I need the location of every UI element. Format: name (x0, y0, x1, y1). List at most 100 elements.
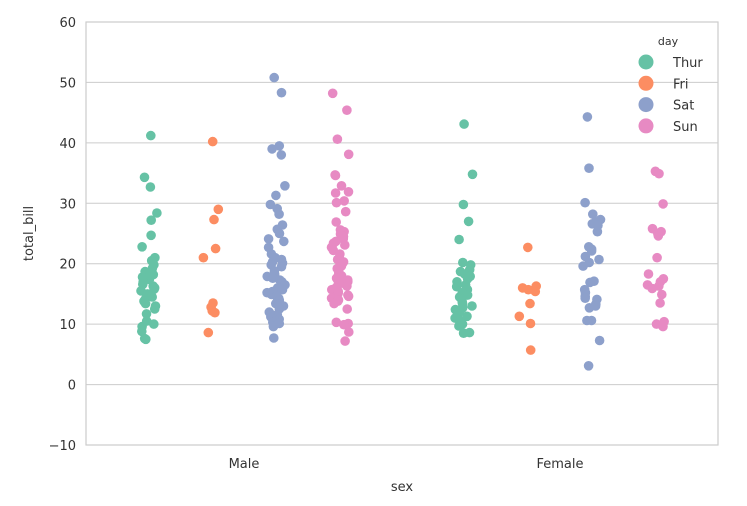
y-tick-label: 60 (59, 16, 76, 31)
point-sun (653, 231, 664, 241)
point-sat (582, 112, 593, 122)
point-sun (643, 269, 654, 279)
point-sun (340, 336, 350, 346)
point-thur (149, 319, 159, 329)
point-sun (343, 291, 354, 302)
y-tick-label: 20 (59, 258, 76, 273)
point-fri (207, 136, 218, 147)
point-fri (525, 318, 536, 329)
y-tick-label: 30 (59, 197, 76, 212)
legend-marker-sun (638, 118, 654, 134)
point-sun (332, 134, 343, 144)
point-sat (279, 236, 289, 247)
point-sat (267, 144, 277, 154)
point-fri (210, 243, 221, 254)
point-thur (152, 208, 162, 218)
point-sun (340, 240, 350, 250)
y-tick-label: 40 (59, 137, 76, 152)
point-fri (514, 311, 525, 322)
point-sat (585, 277, 595, 288)
y-axis-label: total_bill (22, 206, 37, 261)
point-sun (331, 217, 342, 227)
legend-label-sun: Sun (673, 120, 698, 135)
point-sun (654, 168, 664, 179)
point-sun (336, 181, 347, 191)
point-thur (137, 242, 147, 252)
y-gridlines (86, 21, 718, 446)
point-fri (525, 298, 535, 309)
point-fri (203, 327, 214, 338)
legend-marker-fri (638, 75, 654, 91)
point-sat (277, 284, 288, 295)
point-sun (342, 281, 352, 291)
y-tick-label: 50 (59, 76, 76, 91)
legend-label-thur: Thur (672, 56, 703, 71)
point-sat (269, 333, 279, 343)
point-thur (454, 234, 464, 245)
point-sat (580, 293, 590, 304)
point-sun (647, 283, 657, 294)
x-axis-label: sex (391, 480, 414, 495)
point-sat (583, 361, 594, 371)
point-sat (268, 321, 279, 332)
y-tick-labels: −10 0 10 20 30 40 50 60 (49, 16, 76, 454)
point-sat (276, 150, 287, 160)
point-sun (339, 196, 350, 206)
point-sat (271, 190, 281, 201)
point-sat (274, 141, 285, 151)
point-sun (343, 149, 354, 160)
point-fri (523, 242, 533, 253)
point-thur (145, 182, 156, 192)
point-fri (210, 307, 220, 318)
point-sun (655, 298, 665, 308)
point-sun (331, 197, 342, 208)
point-sun (327, 88, 338, 99)
point-sat (588, 209, 598, 219)
point-thur (146, 230, 156, 241)
point-sat (592, 226, 603, 237)
point-thur (458, 328, 469, 339)
point-sun (652, 252, 662, 263)
point-thur (458, 199, 469, 210)
point-thur (146, 215, 156, 225)
legend-marker-sat (638, 97, 654, 113)
point-sat (580, 197, 590, 208)
point-sun (343, 187, 354, 197)
point-sat (586, 315, 597, 326)
point-sat (584, 303, 595, 313)
x-tick-label: Male (229, 457, 260, 472)
point-sat (280, 181, 290, 191)
y-tick-label: 0 (68, 379, 76, 394)
x-tick-labels: Male Female (229, 457, 584, 472)
plot-background (86, 22, 718, 445)
point-thur (454, 321, 464, 331)
point-thur (463, 216, 474, 227)
y-tick-label: 10 (59, 318, 76, 333)
legend-label-fri: Fri (673, 77, 689, 92)
legend-marker-thur (638, 54, 654, 70)
legend-title: day (658, 35, 679, 48)
point-sat (594, 254, 604, 265)
point-fri (209, 214, 219, 225)
point-sun (342, 304, 353, 314)
point-sun (340, 206, 351, 217)
point-thur (149, 284, 159, 294)
point-thur (467, 169, 478, 180)
point-sun (329, 298, 339, 309)
point-thur (141, 334, 151, 345)
point-thur (458, 257, 468, 268)
point-sat (269, 72, 280, 83)
point-sun (331, 317, 342, 328)
point-thur (149, 304, 160, 314)
point-fri (198, 252, 209, 263)
point-sun (330, 170, 341, 181)
point-sun (658, 321, 668, 332)
point-thur (467, 301, 477, 311)
x-tick-label: Female (536, 457, 583, 472)
point-sun (657, 289, 667, 300)
point-sun (330, 188, 341, 198)
point-sat (276, 261, 287, 272)
point-sat (578, 261, 588, 271)
point-thur (139, 172, 150, 183)
